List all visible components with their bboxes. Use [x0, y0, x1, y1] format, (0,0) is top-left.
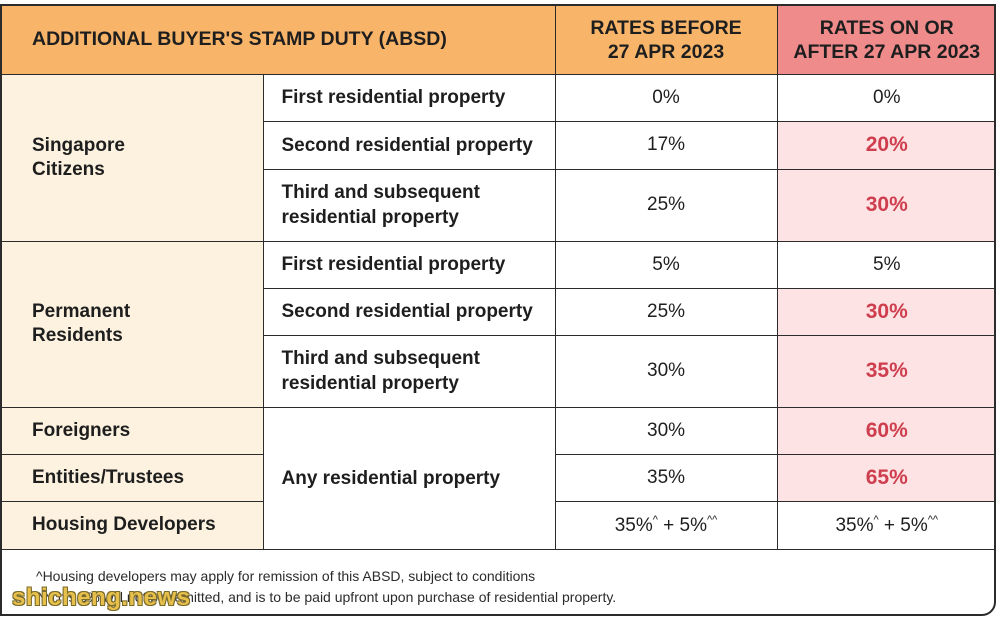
table-row: Second residential property 17% 20%: [2, 120, 994, 170]
rate-after-developers: 35%^ + 5%^^: [776, 500, 994, 550]
rate-part: + 5%: [878, 514, 928, 536]
footnote-marker: ^^: [707, 513, 718, 526]
rate-after-highlighted: 20%: [776, 120, 994, 170]
rate-before: 30%: [554, 334, 778, 408]
rate-after: 0%: [776, 73, 994, 122]
group-label-line2: Citizens: [32, 158, 105, 180]
rate-before: 25%: [554, 168, 778, 242]
rate-before: 17%: [554, 120, 778, 170]
rate-after-highlighted: 30%: [776, 168, 994, 242]
footnotes: ^Housing developers may apply for remiss…: [36, 566, 616, 608]
absd-rates-table: ADDITIONAL BUYER'S STAMP DUTY (ABSD) RAT…: [2, 6, 994, 550]
group-label-line1: Singapore: [32, 134, 125, 156]
property-type-line1: Third and subsequent: [281, 348, 480, 369]
header-rates-before-line2: 27 APR 2023: [607, 40, 725, 63]
group-label-foreigners: Foreigners: [2, 406, 264, 455]
property-type-line2: residential property: [281, 373, 459, 394]
rate-before: 5%: [554, 240, 778, 289]
header-rates-before-line1: RATES BEFORE: [590, 16, 742, 39]
group-label-line2: Residents: [32, 325, 123, 346]
rate-part: 35%: [835, 514, 874, 536]
group-label-line1: Permanent: [32, 301, 131, 322]
watermark: shicheng.news: [12, 584, 191, 611]
property-type: First residential property: [262, 240, 556, 289]
property-type: Second residential property: [263, 287, 556, 336]
property-type-line2: residential property: [281, 207, 459, 228]
group-label-citizens: Singapore Citizens: [2, 73, 264, 242]
property-type-line1: Third and subsequent: [281, 182, 480, 203]
rate-part: 35%: [614, 514, 653, 536]
group-label-entities: Entities/Trustees: [2, 453, 264, 502]
rate-after-highlighted: 65%: [776, 453, 994, 502]
rate-after-highlighted: 35%: [776, 334, 994, 408]
footnote-marker: ^: [652, 513, 658, 526]
header-row: ADDITIONAL BUYER'S STAMP DUTY (ABSD) RAT…: [2, 6, 994, 75]
footnote-marker: ^: [873, 513, 879, 526]
header-rates-after: RATES ON OR AFTER 27 APR 2023: [776, 6, 994, 75]
table-row: Singapore Citizens First residential pro…: [2, 73, 994, 242]
table-row: Second residential property 25% 30%: [2, 287, 994, 336]
property-type-any: Any residential property: [262, 406, 556, 550]
property-type: First residential property: [262, 73, 556, 122]
table-row: Housing Developers 35%^ + 5%^^ 35%^ + 5%…: [2, 500, 994, 550]
rate-before-developers: 35%^ + 5%^^: [554, 500, 778, 550]
table-row: Third and subsequent residential propert…: [2, 168, 994, 242]
property-type: Second residential property: [263, 120, 556, 170]
rate-part: + 5%: [657, 514, 708, 536]
rate-before: 35%: [554, 453, 778, 502]
rate-before: 30%: [554, 406, 778, 455]
rate-before: 25%: [554, 287, 778, 336]
header-rates-after-line2: AFTER 27 APR 2023: [793, 40, 981, 63]
table-row: Entities/Trustees 35% 65%: [2, 453, 994, 502]
group-label-residents: Permanent Residents: [2, 240, 264, 408]
table-row: Permanent Residents First residential pr…: [2, 240, 994, 408]
footnote-1: ^Housing developers may apply for remiss…: [36, 568, 536, 584]
property-type: Third and subsequent residential propert…: [263, 168, 556, 242]
footnote-2: ^^This 5% will not be remitted, and is t…: [36, 589, 617, 605]
group-label-developers: Housing Developers: [2, 500, 264, 550]
footnote-marker: ^^: [927, 513, 939, 526]
header-rates-before: RATES BEFORE 27 APR 2023: [554, 6, 778, 75]
rate-after: 5%: [776, 240, 994, 289]
table-row: Foreigners Any residential property 30% …: [2, 406, 994, 550]
header-rates-after-line1: RATES ON OR: [819, 16, 954, 39]
rate-before: 0%: [554, 73, 778, 122]
property-type: Third and subsequent residential propert…: [263, 334, 556, 408]
rate-after-highlighted: 30%: [776, 287, 994, 336]
rate-after-highlighted: 60%: [776, 406, 994, 455]
absd-rates-card: ADDITIONAL BUYER'S STAMP DUTY (ABSD) RAT…: [0, 4, 996, 616]
table-title: ADDITIONAL BUYER'S STAMP DUTY (ABSD): [2, 6, 556, 75]
table-row: Third and subsequent residential propert…: [2, 334, 994, 408]
